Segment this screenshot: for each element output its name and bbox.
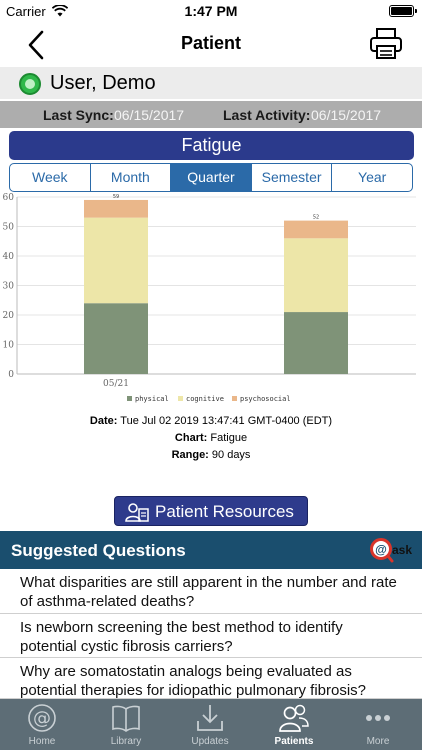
date-label: Date: [89,415,118,427]
bar-total-label: 52 [313,215,319,221]
legend-swatch-cognitive [178,396,183,401]
ask-logo-icon[interactable]: @ ask [370,536,416,564]
patient-resources-button[interactable]: Patient Resources [114,496,308,526]
people-icon [279,704,309,732]
y-tick-label: 40 [3,252,15,262]
suggested-questions-header: Suggested Questions @ ask [0,531,422,569]
suggested-question[interactable]: What disparities are still apparent in t… [0,569,422,614]
segment-week[interactable]: Week [10,164,91,191]
patient-header: User, Demo [0,67,422,99]
info-date: Date: Tue Jul 02 2019 13:47:41 GMT-0400 … [0,415,422,427]
y-tick-label: 30 [3,282,15,292]
at-sign-icon: @ [28,704,56,732]
legend-swatch-physical [127,396,132,401]
segment-quarter[interactable]: Quarter [171,164,252,191]
sync-info-bar: Last Sync: 06/15/2017 Last Activity: 06/… [0,101,422,128]
bar-segment-physical [284,312,348,374]
range-label: Range: [171,449,209,461]
tab-updates[interactable]: Updates [168,699,252,750]
stacked-bar-chart: 0 10 20 30 40 50 60 59 05/21 52 physical cognitive p… [3,193,416,403]
download-icon [197,705,223,731]
last-sync-label: Last Sync: [43,107,114,123]
segment-semester[interactable]: Semester [252,164,333,191]
suggested-question[interactable]: Why are somatostatin analogs being evalu… [0,658,422,699]
tab-library-label: Library [110,736,142,747]
range-segmented-control: Week Month Quarter Semester Year [9,163,413,192]
clock: 1:47 PM [184,3,238,19]
bar-total-label: 59 [113,194,119,200]
wifi-icon [52,5,68,17]
tab-more-label: More [366,736,390,747]
tab-more[interactable]: More [336,699,420,750]
date-value: Tue Jul 02 2019 13:47:41 GMT-0400 (EDT) [120,415,333,427]
y-tick-label: 60 [3,193,15,203]
patient-resources-label: Patient Resources [155,502,294,521]
y-tick-label: 0 [8,370,14,380]
tab-home[interactable]: @ Home [0,699,84,750]
y-tick-label: 50 [3,223,15,233]
status-bar: Carrier 1:47 PM [0,0,422,22]
status-indicator [19,73,41,95]
info-chart: Chart: Fatigue [0,432,422,444]
chart-value: Fatigue [210,432,248,444]
y-tick-label: 20 [3,311,15,321]
suggested-question[interactable]: Is newborn screening the best method to … [0,614,422,658]
tab-patients[interactable]: Patients [252,699,336,750]
legend-label-psychosocial: psychosocial [240,395,291,403]
page-title: Patient [180,33,241,53]
last-activity-value: 06/15/2017 [311,107,382,123]
range-value: 90 days [211,449,251,461]
tab-updates-label: Updates [191,736,229,747]
book-icon [112,705,140,732]
metric-title: Fatigue [9,131,414,160]
tab-bar: @ Home Library Updates Patients [0,699,422,750]
tab-library[interactable]: Library [84,699,168,750]
y-tick-label: 10 [3,341,15,351]
last-activity-label: Last Activity: [223,107,311,123]
legend-label-physical: physical [135,395,169,403]
legend-swatch-psychosocial [232,396,237,401]
tab-home-label: Home [28,736,56,747]
patient-resources-icon [125,503,149,522]
bar-segment-cognitive [284,238,348,313]
fatigue-chart: 0 10 20 30 40 50 60 59 05/21 52 physical cognitive p… [0,192,422,410]
nav-bar: Patient [0,22,422,66]
last-sync-value: 06/15/2017 [114,107,185,123]
more-dots-icon [366,715,390,721]
legend-label-cognitive: cognitive [186,395,224,403]
tab-patients-label: Patients [274,736,314,747]
suggested-questions-title: Suggested Questions [11,541,186,560]
bar-segment-physical [84,303,148,374]
bar-segment-cognitive [84,217,148,304]
svg-text:@: @ [375,543,387,557]
segment-month[interactable]: Month [91,164,172,191]
segment-year[interactable]: Year [358,169,387,185]
x-tick-label: 05/21 [103,379,129,389]
chart-label: Chart: [174,432,208,444]
bar-segment-psychosocial [284,220,348,239]
ask-logo-text: ask [392,543,412,557]
chevron-left-icon[interactable] [22,28,52,62]
printer-icon[interactable] [368,26,404,62]
patient-name: User, Demo [50,72,156,94]
carrier-label: Carrier [6,4,46,19]
battery-icon [389,5,417,17]
svg-text:@: @ [33,708,51,729]
info-range: Range: 90 days [0,449,422,461]
bar-segment-psychosocial [84,199,148,218]
